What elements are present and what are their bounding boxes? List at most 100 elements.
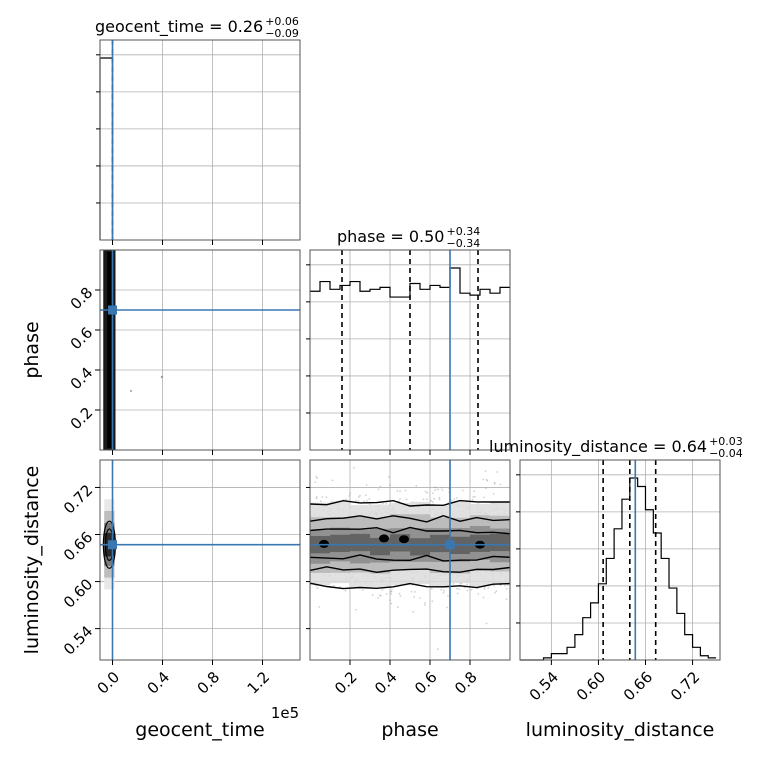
sample-point bbox=[494, 591, 496, 594]
sample-point bbox=[390, 590, 392, 593]
sample-point bbox=[355, 499, 358, 502]
sample-point bbox=[438, 496, 441, 499]
panel-phase-vs-geocent-time bbox=[95, 249, 301, 455]
sample-point bbox=[438, 498, 441, 501]
x-tick-label: 0.66 bbox=[620, 668, 656, 704]
sample-point bbox=[318, 606, 321, 608]
panel-frame bbox=[519, 459, 721, 661]
x-tick-label: 0.4 bbox=[144, 668, 174, 698]
y-tick-labels-phase: 0.2 0.4 0.6 0.8 bbox=[67, 284, 97, 434]
sample-point bbox=[389, 484, 391, 487]
title-geocent_time: geocent_time = 0.26 +0.06−0.09 bbox=[95, 15, 299, 40]
sample-point bbox=[477, 593, 480, 595]
sample-point bbox=[442, 592, 445, 594]
sample-point bbox=[495, 590, 498, 592]
sample-point bbox=[446, 606, 448, 609]
x-tick-label: 0.72 bbox=[667, 668, 703, 704]
sample-point bbox=[447, 595, 449, 597]
sample-point bbox=[345, 498, 347, 501]
sample-point bbox=[377, 597, 379, 599]
x-tick-labels-phase: 0.2 0.4 0.6 0.8 bbox=[331, 668, 481, 698]
sample-point bbox=[391, 588, 393, 591]
sample-point bbox=[382, 502, 384, 505]
sample-point bbox=[431, 500, 434, 503]
sample-point bbox=[353, 466, 355, 469]
title-plus: +0.34 bbox=[446, 225, 480, 238]
sample-point bbox=[487, 587, 490, 589]
sample-point bbox=[440, 486, 443, 489]
truth-marker bbox=[108, 540, 117, 550]
sample-point bbox=[499, 483, 502, 486]
truth-marker bbox=[445, 540, 455, 550]
sample-point bbox=[316, 587, 319, 589]
title-main: luminosity_distance = 0.64 bbox=[489, 437, 707, 457]
density-cell bbox=[330, 534, 350, 553]
sample-point bbox=[378, 594, 381, 597]
sample-point bbox=[430, 499, 433, 502]
contour-line bbox=[309, 554, 511, 562]
sample-point bbox=[315, 497, 318, 500]
panel-luminosity-distance-vs-phase bbox=[306, 459, 511, 665]
y-tick-label: 0.72 bbox=[60, 481, 96, 517]
sample-point bbox=[414, 591, 416, 593]
sample-point bbox=[462, 489, 464, 492]
title-luminosity_distance: luminosity_distance = 0.64 +0.03−0.04 bbox=[489, 435, 743, 460]
y-axis-label-luminosity-distance: luminosity_distance bbox=[21, 466, 43, 655]
panel-luminosity_distance-histogram bbox=[516, 459, 721, 665]
sample-point bbox=[483, 587, 486, 590]
histogram-geocent_time bbox=[99, 57, 114, 240]
sample-point bbox=[437, 488, 439, 491]
sample-point bbox=[390, 602, 393, 605]
sample-point bbox=[355, 608, 357, 611]
x-axis-label-geocent-time: geocent_time bbox=[135, 719, 264, 741]
sample-point bbox=[331, 479, 334, 482]
sample-point bbox=[349, 492, 351, 495]
panel-frame bbox=[99, 459, 301, 661]
sample-point bbox=[390, 590, 393, 593]
title-minus: −0.34 bbox=[446, 237, 480, 250]
sample-point bbox=[485, 478, 488, 481]
sample-point bbox=[474, 495, 476, 498]
sample-point bbox=[483, 496, 486, 499]
sample-point bbox=[456, 587, 458, 590]
x-tick-label: 0.6 bbox=[411, 668, 441, 698]
sample-point bbox=[366, 500, 368, 502]
sample-point bbox=[315, 475, 318, 478]
sample-point bbox=[385, 593, 388, 595]
contour-line bbox=[309, 582, 511, 590]
title-plus: +0.03 bbox=[709, 435, 743, 448]
sample-point bbox=[160, 375, 164, 379]
sample-point bbox=[413, 596, 415, 598]
sample-point bbox=[492, 493, 495, 495]
panel-luminosity-distance-vs-geocent-time bbox=[95, 459, 301, 665]
x-tick-label: 0.0 bbox=[94, 668, 124, 698]
density-cell bbox=[350, 533, 370, 552]
sample-point bbox=[389, 599, 391, 602]
sample-point bbox=[440, 588, 443, 591]
x-tick-label: 0.54 bbox=[526, 668, 562, 704]
sample-point bbox=[412, 610, 414, 613]
histogram-luminosity_distance bbox=[520, 477, 717, 661]
sample-point bbox=[423, 604, 426, 606]
sample-point bbox=[418, 597, 421, 599]
title-minus: −0.09 bbox=[265, 27, 299, 40]
sample-point bbox=[485, 487, 487, 490]
sample-point bbox=[433, 497, 436, 500]
sample-point bbox=[397, 606, 399, 609]
sample-point bbox=[426, 498, 428, 501]
sample-point bbox=[424, 602, 426, 604]
truth-marker bbox=[108, 305, 117, 315]
contour-line bbox=[309, 566, 511, 574]
sample-point bbox=[333, 584, 335, 587]
sample-point bbox=[314, 481, 317, 483]
x-axis-label-phase: phase bbox=[381, 719, 438, 741]
x-tick-label: 0.60 bbox=[573, 668, 609, 704]
sample-point bbox=[441, 489, 444, 491]
x-tick-label: 0.8 bbox=[194, 668, 224, 698]
sample-point bbox=[458, 588, 461, 590]
sample-point bbox=[358, 496, 360, 498]
density-core bbox=[107, 252, 112, 448]
sample-point bbox=[385, 502, 388, 505]
x-tick-label: 0.8 bbox=[451, 668, 481, 698]
y-tick-label: 0.60 bbox=[60, 575, 96, 611]
